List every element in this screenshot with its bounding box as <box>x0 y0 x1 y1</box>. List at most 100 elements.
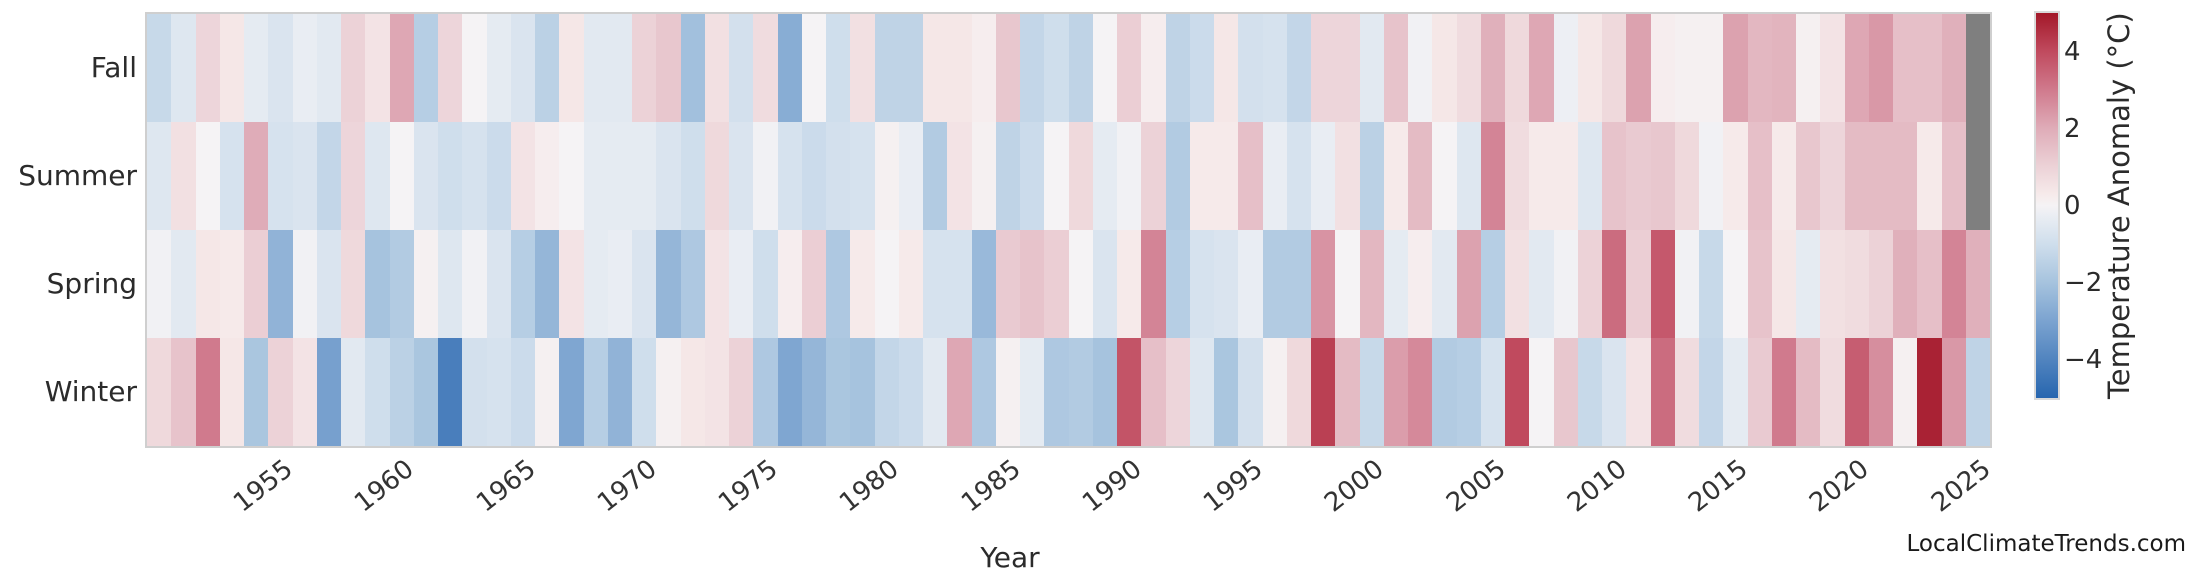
heatmap-cell <box>535 338 560 446</box>
heatmap-cell <box>1238 230 1263 338</box>
heatmap-cell <box>680 338 705 446</box>
x-tick-label: 1995 <box>1198 454 1269 519</box>
heatmap-cell <box>1311 122 1336 230</box>
heatmap-cell <box>1747 338 1772 446</box>
heatmap-cell <box>1917 338 1942 446</box>
heatmap-cell <box>413 338 438 446</box>
heatmap-cell <box>1723 122 1748 230</box>
x-tick-label: 2020 <box>1804 454 1876 519</box>
heatmap-cell <box>1820 338 1845 446</box>
heatmap-cell <box>1141 338 1166 446</box>
heatmap-cell <box>292 338 317 446</box>
heatmap-cell <box>1674 338 1699 446</box>
heatmap-cell <box>777 338 802 446</box>
heatmap-cell <box>1408 338 1433 446</box>
heatmap-cell <box>898 230 923 338</box>
heatmap-cell <box>559 230 584 338</box>
heatmap-cell <box>292 230 317 338</box>
heatmap-cell <box>1820 230 1845 338</box>
heatmap-cell <box>510 230 535 338</box>
colorbar-tick-label: 4 <box>2064 36 2081 67</box>
heatmap-cell <box>971 14 996 122</box>
heatmap-cell <box>1844 338 1869 446</box>
heatmap-cell <box>923 14 948 122</box>
heatmap-cell <box>268 230 293 338</box>
heatmap-cell <box>316 230 341 338</box>
heatmap-cell <box>559 122 584 230</box>
heatmap-cell <box>632 230 657 338</box>
heatmap-cell <box>1771 338 1796 446</box>
heatmap-cell <box>1965 14 1990 122</box>
colorbar-tick-label: 2 <box>2064 113 2081 144</box>
heatmap-cell <box>826 338 851 446</box>
heatmap-cell <box>1068 122 1093 230</box>
heatmap-cell <box>1068 338 1093 446</box>
heatmap-cell <box>1771 230 1796 338</box>
heatmap-cell <box>1796 122 1821 230</box>
heatmap-cell <box>898 122 923 230</box>
heatmap-cell <box>147 338 172 446</box>
colorbar <box>2034 11 2060 400</box>
heatmap-cell <box>1844 122 1869 230</box>
footer-watermark: LocalClimateTrends.com <box>1906 531 2186 557</box>
heatmap <box>145 12 1992 448</box>
x-tick-label: 1965 <box>470 454 542 519</box>
heatmap-cell <box>1044 230 1069 338</box>
x-tick-label: 2025 <box>1925 454 1997 519</box>
heatmap-cell <box>583 122 608 230</box>
heatmap-cell <box>753 230 778 338</box>
x-tick-label: 2000 <box>1319 454 1391 519</box>
heatmap-cell <box>1505 338 1530 446</box>
x-tick-label: 1985 <box>955 454 1027 519</box>
heatmap-cell <box>171 338 196 446</box>
heatmap-cell <box>1383 122 1408 230</box>
heatmap-cell <box>1432 14 1457 122</box>
heatmap-cell <box>1408 122 1433 230</box>
heatmap-cell <box>1868 338 1893 446</box>
heatmap-cell <box>704 122 729 230</box>
heatmap-cell <box>1553 14 1578 122</box>
heatmap-cell <box>1068 230 1093 338</box>
heatmap-cell <box>801 230 826 338</box>
heatmap-cell <box>438 122 463 230</box>
heatmap-cell <box>462 230 487 338</box>
heatmap-cell <box>656 14 681 122</box>
heatmap-cell <box>777 122 802 230</box>
heatmap-cell <box>438 230 463 338</box>
heatmap-cell <box>1117 338 1142 446</box>
heatmap-cell <box>365 338 390 446</box>
heatmap-cell <box>923 338 948 446</box>
heatmap-cell <box>1335 14 1360 122</box>
heatmap-cell <box>632 122 657 230</box>
heatmap-cell <box>1529 14 1554 122</box>
heatmap-cell <box>1553 122 1578 230</box>
heatmap-cell <box>971 122 996 230</box>
heatmap-cell <box>1165 14 1190 122</box>
heatmap-cell <box>656 230 681 338</box>
heatmap-cell <box>171 14 196 122</box>
heatmap-cell <box>389 14 414 122</box>
heatmap-cell <box>244 230 269 338</box>
heatmap-cell <box>341 230 366 338</box>
heatmap-cell <box>195 14 220 122</box>
heatmap-cell <box>1092 338 1117 446</box>
heatmap-cell <box>559 14 584 122</box>
heatmap-cell <box>1189 338 1214 446</box>
heatmap-cell <box>1626 122 1651 230</box>
heatmap-cell <box>1868 14 1893 122</box>
heatmap-cell <box>1480 338 1505 446</box>
heatmap-cell <box>1505 14 1530 122</box>
heatmap-cell <box>1286 14 1311 122</box>
heatmap-cell <box>1456 230 1481 338</box>
heatmap-cell <box>947 338 972 446</box>
heatmap-cell <box>632 338 657 446</box>
heatmap-cell <box>1941 122 1966 230</box>
heatmap-cell <box>341 338 366 446</box>
heatmap-cell <box>1529 230 1554 338</box>
x-tick-label: 2010 <box>1561 454 1633 519</box>
heatmap-cell <box>729 338 754 446</box>
heatmap-cell <box>1893 14 1918 122</box>
heatmap-cell <box>1747 230 1772 338</box>
heatmap-cell <box>365 230 390 338</box>
heatmap-cell <box>1771 14 1796 122</box>
